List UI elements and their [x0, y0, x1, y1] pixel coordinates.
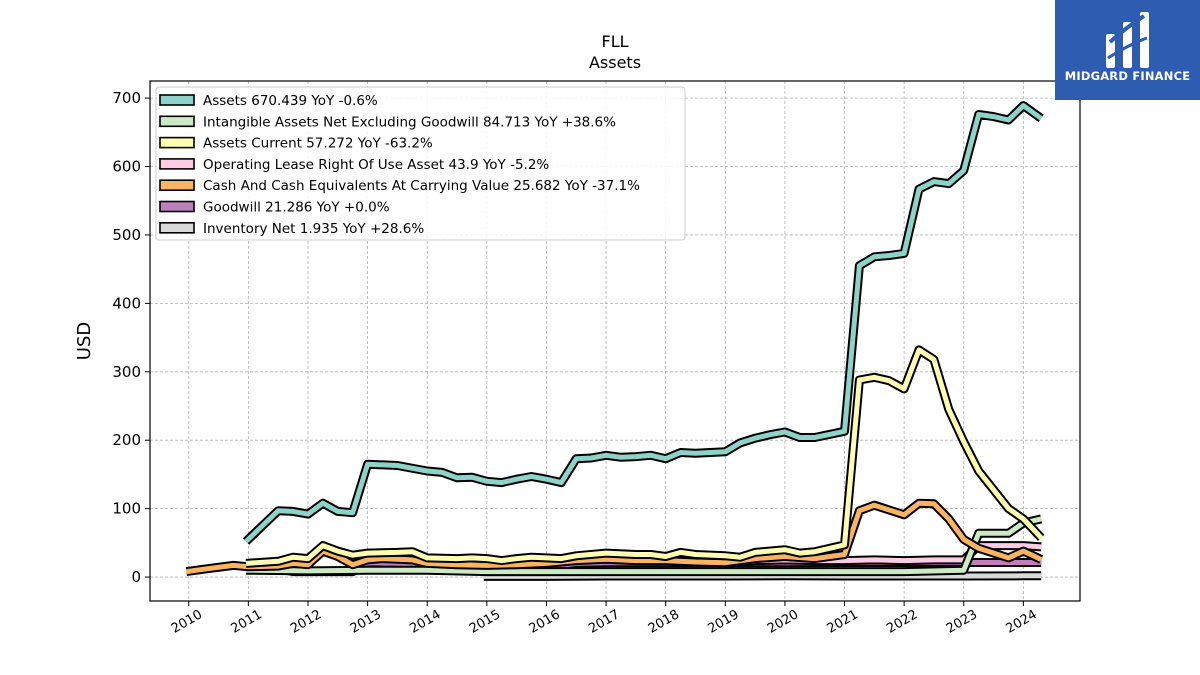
legend-item: Assets Current 57.272 YoY -63.2% [159, 136, 433, 152]
legend: Assets 670.439 YoY -0.6% Intangible Asset… [155, 86, 686, 241]
legend-item: Assets 670.439 YoY -0.6% [159, 93, 378, 109]
legend-swatch [159, 158, 195, 170]
chart-subtitle: Assets [589, 53, 641, 72]
legend-item: Cash And Cash Equivalents At Carrying Va… [159, 178, 640, 194]
legend-label: Assets 670.439 YoY -0.6% [203, 93, 378, 109]
legend-label: Inventory Net 1.935 YoY +28.6% [203, 221, 424, 237]
y-tick-label: 300 [112, 363, 141, 381]
legend-label: Intangible Assets Net Excluding Goodwill… [203, 114, 616, 130]
y-tick-label: 100 [112, 500, 141, 518]
legend-label: Goodwill 21.286 YoY +0.0% [203, 200, 390, 216]
series-intangible-assets-net-excluding-goodwill [245, 514, 1043, 577]
y-axis: 0 100 200 300 400 500 600 700 [112, 89, 150, 586]
legend-item: Intangible Assets Net Excluding Goodwill… [159, 114, 616, 130]
legend-item: Goodwill 21.286 YoY +0.0% [159, 200, 390, 216]
series-line [245, 347, 1044, 566]
series-assets [242, 101, 1044, 545]
plot-frame [149, 80, 1081, 602]
legend-swatch [159, 94, 195, 106]
legend-swatch [159, 115, 195, 128]
legend-label: Assets Current 57.272 YoY -63.2% [203, 136, 433, 152]
chart-title: FLL [601, 32, 628, 51]
legend-item: Inventory Net 1.935 YoY +28.6% [159, 221, 424, 237]
legend-box [155, 86, 686, 241]
y-axis-label: USD [74, 322, 95, 360]
logo-mark-icon [1106, 12, 1149, 68]
series-line [245, 516, 1042, 575]
series-line [244, 103, 1043, 544]
y-tick-label: 400 [112, 294, 141, 312]
legend-label: Operating Lease Right Of Use Asset 43.9 … [203, 157, 549, 173]
legend-item: Operating Lease Right Of Use Asset 43.9 … [159, 157, 549, 173]
legend-swatch [159, 136, 195, 149]
y-tick-label: 0 [131, 568, 141, 586]
series-assets-current [245, 345, 1045, 568]
legend-swatch [159, 222, 195, 234]
legend-label: Cash And Cash Equivalents At Carrying Va… [203, 178, 640, 194]
logo-text: MIDGARD FINANCE [1064, 69, 1191, 83]
y-tick-label: 500 [112, 226, 141, 244]
legend-swatch [159, 200, 195, 213]
midgard-finance-logo: MIDGARD FINANCE [1055, 0, 1200, 100]
y-tick-label: 600 [112, 158, 141, 176]
legend-swatch [159, 179, 195, 191]
y-tick-label: 700 [112, 89, 141, 107]
y-tick-label: 200 [112, 431, 141, 449]
series-layer [185, 101, 1045, 581]
